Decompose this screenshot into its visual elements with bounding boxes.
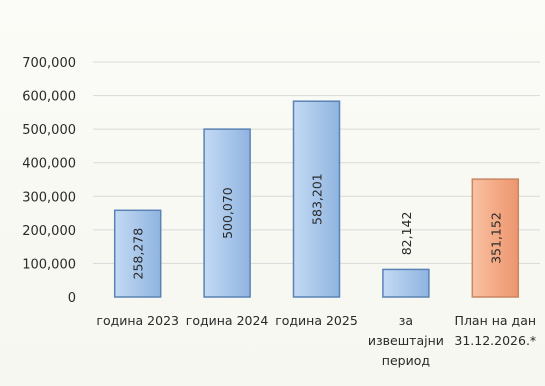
category-label-line: година 2024: [186, 313, 269, 328]
bar: [203, 128, 251, 298]
category-label-line: година 2023: [96, 313, 179, 328]
y-tick-label: 400,000: [22, 157, 76, 172]
bar-value-label: 258,278: [131, 228, 146, 280]
y-axis-ticks: 0 100,000 200,000 300,000 400,000 500,000 600,…: [22, 56, 76, 306]
y-tick-label: 700,000: [22, 56, 76, 71]
category-label-line: План на дан: [455, 313, 536, 328]
bar-value-label: 500,070: [220, 187, 235, 239]
y-tick-label: 0: [68, 291, 76, 306]
category-label: година 2025: [275, 313, 358, 328]
category-label-line: за: [399, 313, 413, 328]
bar: [292, 100, 341, 298]
bar: [113, 209, 162, 298]
category-label: година 2024: [186, 313, 269, 328]
y-tick-label: 300,000: [22, 190, 76, 205]
category-label: за извештајни период: [368, 313, 444, 368]
y-tick-label: 500,000: [22, 123, 76, 138]
bar-value-label: 583,201: [310, 173, 325, 225]
bars: [113, 100, 520, 298]
category-label-line: година 2025: [275, 313, 358, 328]
y-tick-label: 600,000: [22, 90, 76, 105]
bar: [382, 268, 430, 298]
category-label-line: период: [382, 353, 430, 368]
bar: [471, 178, 520, 298]
category-label-line: 31.12.2026.*: [454, 333, 536, 348]
y-tick-label: 200,000: [22, 224, 76, 239]
category-label: План на дан 31.12.2026.*: [454, 313, 536, 348]
category-labels: година 2023 година 2024 година 2025 за извеш…: [96, 313, 536, 368]
bar-value-label: 82,142: [399, 212, 414, 256]
category-label-line: извештајни: [368, 333, 444, 348]
category-label: година 2023: [96, 313, 179, 328]
value-labels: 258,278 500,070 583,201 82,142 351,152: [131, 173, 504, 279]
bar-value-label: 351,152: [488, 212, 503, 264]
y-tick-label: 100,000: [22, 257, 76, 272]
